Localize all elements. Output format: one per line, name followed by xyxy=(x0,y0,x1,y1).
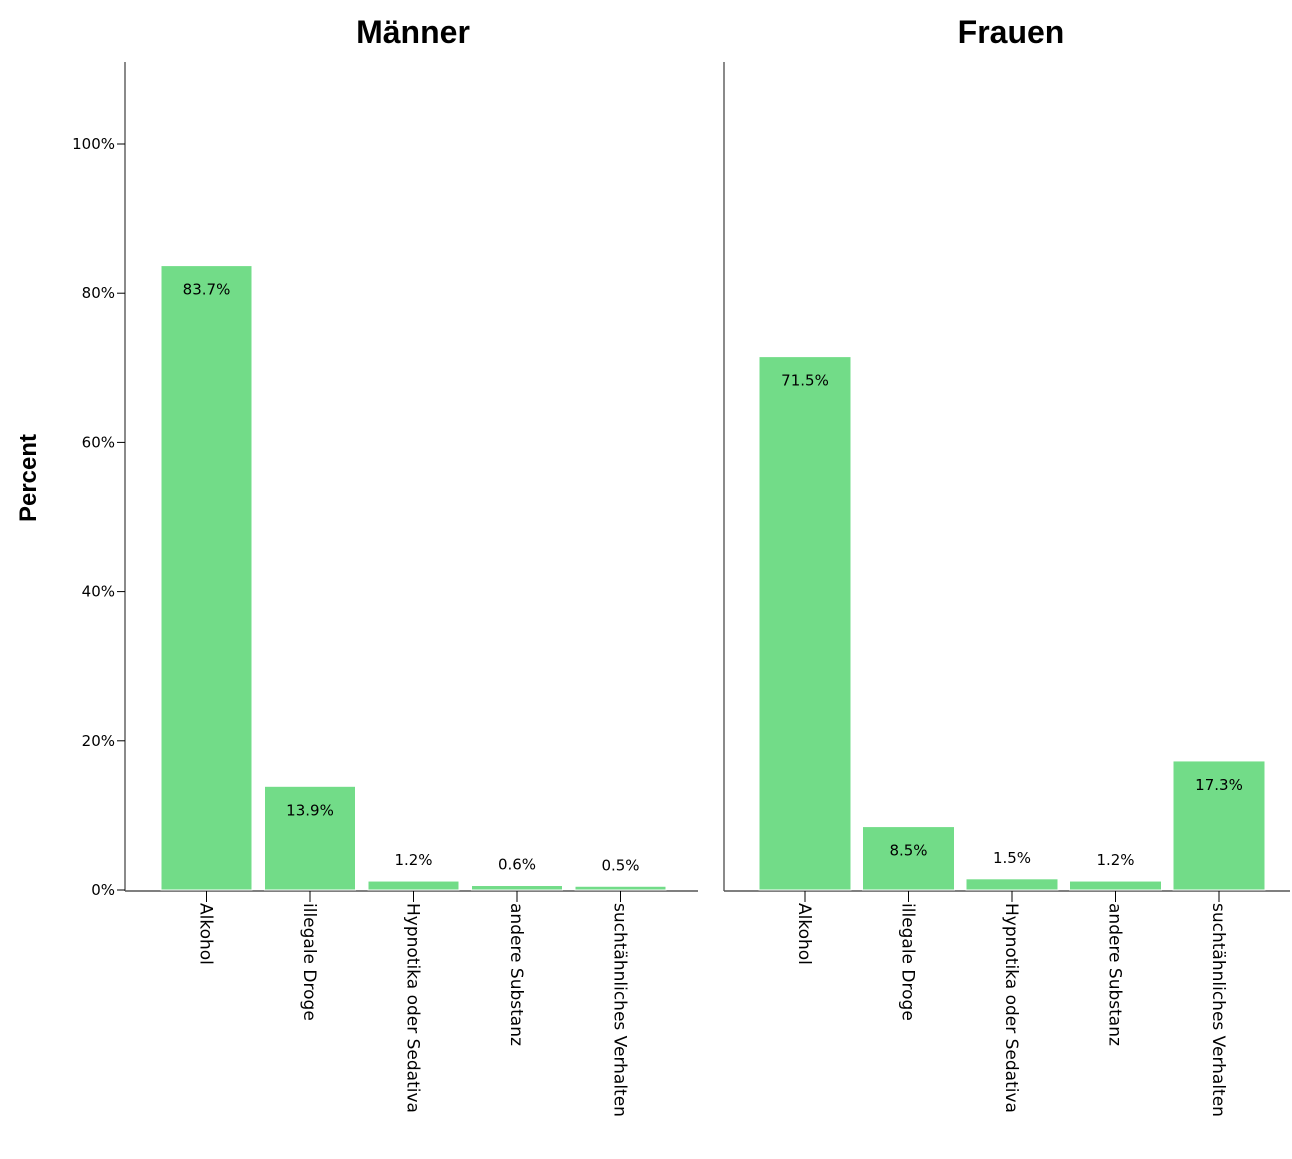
category-label: suchtähnliches Verhalten xyxy=(610,903,630,1117)
bar xyxy=(1069,880,1162,891)
y-axis-label: Percent xyxy=(15,434,42,522)
bar xyxy=(1172,760,1266,891)
panel-title: Frauen xyxy=(958,14,1065,50)
bar xyxy=(264,785,356,891)
bar xyxy=(471,885,563,891)
bar xyxy=(758,356,852,891)
panel-title: Männer xyxy=(356,14,470,50)
category-label: andere Substanz xyxy=(1105,903,1125,1046)
y-tick-label: 20% xyxy=(82,732,115,750)
category-label: Alkohol xyxy=(196,903,216,965)
data-label: 1.5% xyxy=(993,849,1031,867)
panel-0: Männer 0% 20% 40% 60% 80% 100% 83.7% Alkohol 13.9… xyxy=(72,14,698,1117)
data-label: 1.2% xyxy=(394,851,432,869)
y-tick-label: 100% xyxy=(72,135,115,153)
data-label: 0.6% xyxy=(498,856,536,874)
panel-1: Frauen 71.5% Alkohol 8.5% illegale Droge 1.5%… xyxy=(723,14,1290,1117)
bar xyxy=(574,885,667,891)
data-label: 71.5% xyxy=(781,372,829,390)
category-label: illegale Droge xyxy=(299,903,319,1021)
category-label: andere Substanz xyxy=(506,903,526,1046)
category-label: Hypnotika oder Sedativa xyxy=(1001,903,1021,1113)
y-tick-label: 0% xyxy=(91,881,115,899)
category-label: Alkohol xyxy=(794,903,814,965)
y-tick-label: 80% xyxy=(82,284,115,302)
category-label: illegale Droge xyxy=(898,903,918,1021)
category-label: Hypnotika oder Sedativa xyxy=(403,903,423,1113)
data-label: 0.5% xyxy=(601,856,639,874)
bar xyxy=(367,880,460,891)
bar xyxy=(160,265,253,891)
bar xyxy=(862,826,955,891)
data-label: 17.3% xyxy=(1195,776,1243,794)
y-tick-label: 40% xyxy=(82,583,115,601)
category-label: suchtähnliches Verhalten xyxy=(1208,903,1228,1117)
data-label: 1.2% xyxy=(1096,851,1134,869)
data-label: 13.9% xyxy=(286,801,334,819)
bar xyxy=(965,878,1059,891)
y-tick-label: 60% xyxy=(82,433,115,451)
data-label: 83.7% xyxy=(183,281,231,299)
data-label: 8.5% xyxy=(889,842,927,860)
